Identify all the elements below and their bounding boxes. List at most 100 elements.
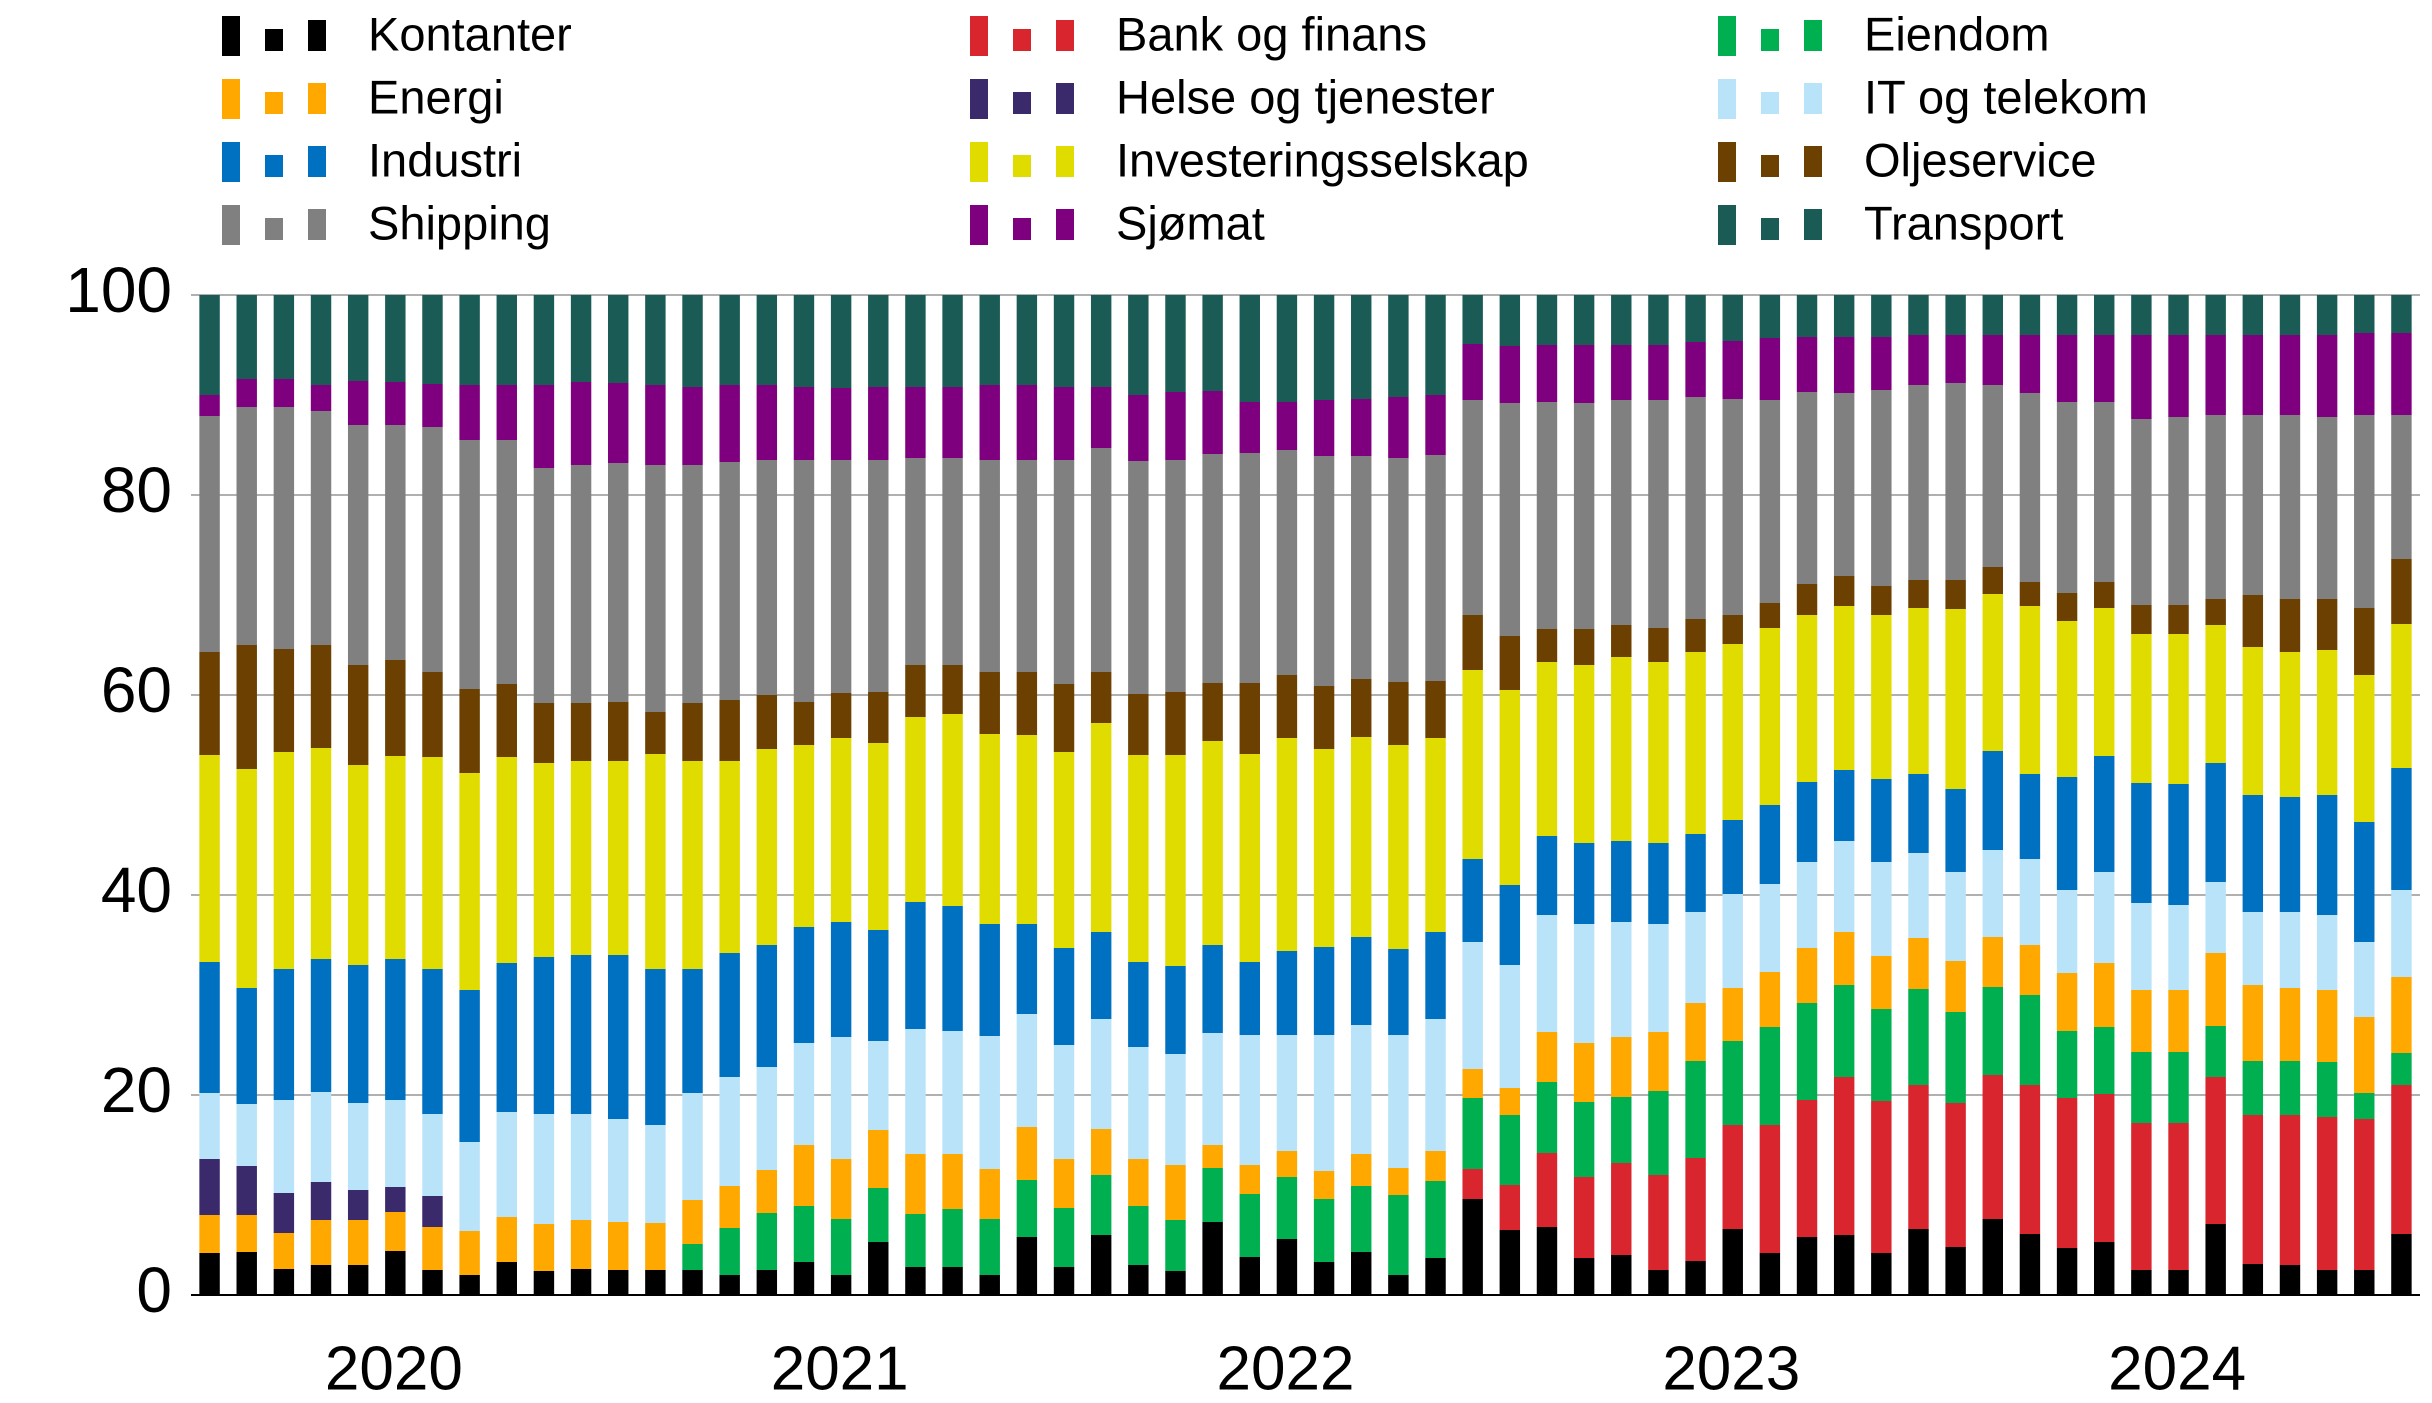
- bar-segment: [570, 1220, 592, 1269]
- bar-segment: [942, 906, 963, 1031]
- bar-segment: [979, 385, 1000, 460]
- bar-segment: [422, 295, 443, 384]
- bar-segment: [1165, 295, 1186, 392]
- bar-segment: [1573, 403, 1595, 629]
- bar-segment: [645, 1270, 666, 1295]
- bar-segment: [1908, 608, 1929, 774]
- bar-segment: [533, 763, 555, 957]
- legend-label: Bank og finans: [1116, 7, 1427, 60]
- bar-segment: [1611, 657, 1632, 841]
- bar-segment: [1648, 628, 1669, 662]
- bar-segment: [979, 672, 1000, 734]
- legend-entry: Transport: [1718, 196, 2063, 249]
- bar-segment: [1871, 862, 1892, 956]
- bar-segment: [1462, 344, 1483, 400]
- bar-segment: [1722, 399, 1743, 615]
- bar-segment: [1276, 1239, 1298, 1295]
- bar-segment: [1982, 987, 2003, 1075]
- bar-segment: [2205, 953, 2226, 1026]
- bar-segment: [719, 1228, 740, 1275]
- bar-segment: [2316, 795, 2338, 915]
- bar-segment: [1759, 295, 1781, 338]
- y-tick-label: 0: [136, 1254, 172, 1326]
- legend-swatch: [1718, 142, 1736, 182]
- bar-segment: [273, 295, 295, 379]
- bar-segment: [1536, 662, 1558, 836]
- bar-segment: [1351, 679, 1372, 737]
- bar-segment: [2056, 621, 2078, 777]
- bar-segment: [2205, 882, 2226, 953]
- bar-segment: [756, 945, 778, 1067]
- bar-segment: [533, 1224, 555, 1271]
- bar-segment: [1833, 841, 1855, 932]
- bar-segment: [2094, 335, 2115, 402]
- legend-entry: Kontanter: [222, 7, 572, 60]
- bar-segment: [1239, 683, 1260, 754]
- bar-segment: [2094, 1027, 2115, 1094]
- legend-entry: Bank og finans: [970, 7, 1427, 60]
- legend-swatch: [222, 79, 240, 119]
- bar-segment: [1202, 683, 1223, 741]
- bar-segment: [1351, 1186, 1372, 1252]
- bar-segment: [2316, 335, 2338, 417]
- bar-segment: [979, 1169, 1000, 1219]
- bar-segment: [1833, 393, 1855, 576]
- bar-segment: [1128, 395, 1149, 461]
- bar-segment: [1945, 609, 1966, 789]
- bar-segment: [199, 1253, 220, 1295]
- bar-segment: [385, 756, 406, 959]
- bar-segment: [645, 465, 666, 712]
- bar-segment: [1239, 1194, 1260, 1257]
- bar-segment: [1239, 295, 1260, 402]
- bar-segment: [1351, 737, 1372, 937]
- legend-swatch: [1013, 92, 1031, 114]
- bar-segment: [1313, 749, 1335, 947]
- bar-segment: [273, 752, 295, 969]
- bar-segment: [608, 1222, 629, 1270]
- bar-segment: [1982, 594, 2003, 751]
- bar-segment: [2242, 415, 2264, 595]
- bar-segment: [1351, 399, 1372, 456]
- bar-segment: [422, 1270, 443, 1295]
- bar-segment: [1871, 1253, 1892, 1295]
- bar-segment: [570, 703, 592, 761]
- bar-segment: [2168, 784, 2189, 905]
- bar-segment: [1053, 948, 1075, 1045]
- bar-segment: [459, 295, 480, 385]
- bar-segment: [1685, 1261, 1706, 1295]
- bar-segment: [719, 953, 740, 1077]
- bar-segment: [1016, 295, 1038, 385]
- bar-segment: [1388, 1195, 1409, 1275]
- bar-segment: [347, 765, 369, 965]
- legend-label: Kontanter: [368, 7, 572, 60]
- bar-segment: [1573, 295, 1595, 345]
- bar-segment: [496, 963, 517, 1112]
- bar-segment: [1685, 342, 1706, 397]
- bar-segment: [1202, 1168, 1223, 1222]
- legend-swatch: [222, 205, 240, 245]
- bar-segment: [2168, 335, 2189, 417]
- legend-entry: Eiendom: [1718, 7, 2050, 60]
- bar-segment: [1945, 335, 1966, 383]
- bar-segment: [496, 385, 517, 440]
- bar-segment: [1536, 915, 1558, 1032]
- bar-segment: [1685, 834, 1706, 912]
- bar-segment: [1276, 1035, 1298, 1151]
- bar-segment: [2391, 333, 2412, 415]
- bar-segment: [1536, 836, 1558, 915]
- bar-segment: [1871, 1009, 1892, 1101]
- bar-segment: [1982, 1075, 2003, 1219]
- bar-segment: [793, 387, 815, 460]
- bar-segment: [645, 385, 666, 465]
- bar-segment: [273, 1233, 295, 1269]
- bar-segment: [1239, 754, 1260, 962]
- bar-segment: [1982, 937, 2003, 987]
- bar-segment: [2354, 295, 2375, 333]
- bar-segment: [905, 295, 926, 387]
- bar-segment: [1053, 387, 1075, 460]
- bar-segment: [199, 295, 220, 395]
- bar-segment: [2131, 1052, 2152, 1123]
- bar-segment: [645, 295, 666, 385]
- bar-segment: [1276, 675, 1298, 738]
- bar-segment: [756, 695, 778, 749]
